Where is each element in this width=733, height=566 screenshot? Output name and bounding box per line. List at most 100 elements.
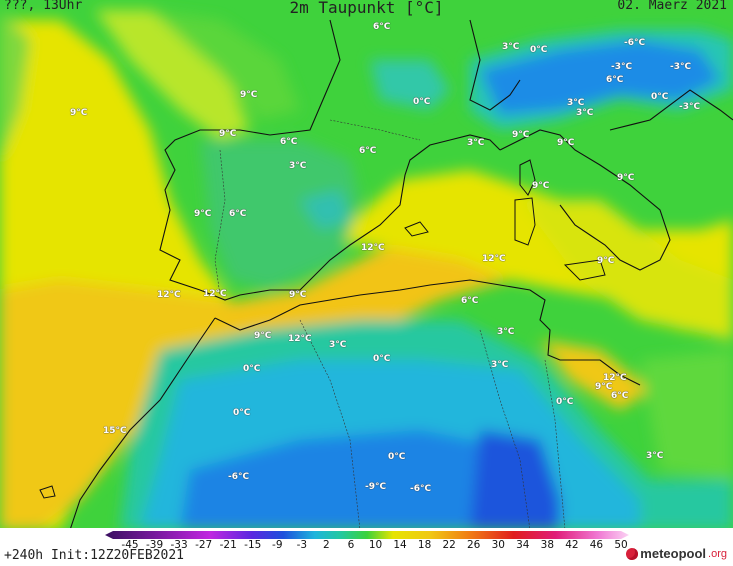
scale-tick-label: 18	[417, 539, 432, 551]
borders	[214, 119, 566, 531]
temp-label: 3°C	[646, 451, 664, 461]
scale-tick-label: -9	[272, 539, 283, 551]
atlantic-teal-strip	[0, 10, 30, 160]
sardinia	[514, 197, 536, 246]
temp-label: 12°C	[157, 290, 181, 300]
scale-tick-label: 14	[393, 539, 407, 551]
temp-label: 6°C	[229, 209, 247, 219]
iberia-cool-patch	[300, 190, 350, 230]
temp-label: 9°C	[512, 130, 530, 140]
temp-label: 12°C	[288, 334, 312, 344]
warm-libya	[540, 340, 650, 410]
scale-tick-label: -39	[145, 539, 164, 551]
temp-label: 12°C	[603, 373, 627, 383]
temp-label: 0°C	[530, 45, 548, 55]
scale-tick-label: -21	[219, 539, 237, 551]
scale-tick-label: -15	[244, 539, 262, 551]
temp-label: -6°C	[624, 38, 646, 48]
temp-label: 3°C	[497, 327, 515, 337]
temp-label: 0°C	[373, 354, 391, 364]
atlantic-green-strip	[95, 10, 250, 140]
temp-label: 9°C	[254, 331, 272, 341]
color-scale-bar	[105, 531, 629, 539]
temp-label: 6°C	[461, 296, 479, 306]
temp-label: 9°C	[597, 256, 615, 266]
temp-label: 0°C	[413, 97, 431, 107]
temp-label: 3°C	[467, 138, 485, 148]
run-info: +240h Init:12Z20FEB2021	[4, 548, 185, 563]
temp-label: 9°C	[595, 382, 613, 392]
temp-label: 9°C	[557, 138, 575, 148]
temp-label: 9°C	[617, 173, 635, 183]
temp-label: -9°C	[365, 482, 387, 492]
temp-label: 9°C	[289, 290, 307, 300]
scale-tick-label: 34	[516, 539, 530, 551]
temp-label: 0°C	[651, 92, 669, 102]
scale-tick-label: 30	[491, 539, 505, 551]
temp-label: 3°C	[576, 108, 594, 118]
temp-label: 0°C	[556, 397, 574, 407]
scale-tick-label: 10	[368, 539, 383, 551]
logo-tld: .org	[708, 547, 727, 560]
africa-blue	[180, 430, 560, 530]
logo-icon	[626, 547, 639, 560]
iberia-interior	[200, 140, 360, 290]
temp-label: 9°C	[532, 181, 550, 191]
canaries	[39, 485, 56, 499]
temp-label: 0°C	[243, 364, 261, 374]
scale-tick-label: -3	[296, 539, 308, 551]
temp-label: 3°C	[502, 42, 520, 52]
sahara-se-green	[640, 350, 733, 480]
scale-tick-label: 2	[323, 539, 330, 551]
temp-label: 0°C	[388, 452, 406, 462]
scale-tick-label: -33	[170, 539, 188, 551]
temp-label: -6°C	[228, 472, 250, 482]
valid-date: 02. Maerz 2021	[617, 0, 727, 13]
atlantic-lime-strip	[150, 10, 300, 120]
temp-label: 6°C	[359, 146, 377, 156]
temp-label: 3°C	[329, 340, 347, 350]
logo-name: meteopool	[640, 546, 707, 561]
temp-label: -3°C	[679, 102, 701, 112]
temp-label: 15°C	[103, 426, 127, 436]
africa-deep-blue	[470, 430, 560, 530]
temp-label: 6°C	[280, 137, 298, 147]
scale-tick-label: 46	[589, 539, 604, 551]
temp-label: 9°C	[240, 90, 258, 100]
temp-label: -3°C	[670, 62, 692, 72]
temp-label: 12°C	[482, 254, 506, 264]
med-yellow-east	[520, 200, 733, 340]
scale-tick-label: 6	[347, 539, 355, 551]
scale-tick-label: 26	[467, 539, 481, 551]
temp-label: 6°C	[606, 75, 624, 85]
temp-label: 6°C	[611, 391, 629, 401]
coastlines	[69, 19, 733, 531]
pyrenees-cool	[370, 60, 450, 110]
temp-label: 12°C	[361, 243, 385, 253]
scale-tick-label: -27	[195, 539, 213, 551]
sicily	[563, 259, 606, 281]
scale-tick-label: 50	[614, 539, 628, 551]
mallorca	[404, 221, 429, 237]
temp-label: -3°C	[611, 62, 633, 72]
temp-label: 9°C	[194, 209, 212, 219]
meteopool-logo[interactable]: meteopool .org	[626, 546, 727, 561]
warm-tongue-med	[215, 240, 520, 350]
temp-label: 3°C	[289, 161, 307, 171]
temp-label: 9°C	[219, 129, 237, 139]
color-scale-ticks: -45 -39 -33 -27 -21 -15 -9 -3 2 6 10 14 18 22 26 30 34 38…	[100, 539, 640, 553]
temp-label: 3°C	[567, 98, 585, 108]
temp-label: 6°C	[373, 22, 391, 32]
corsica	[519, 159, 536, 196]
run-time-label: ???, 13Uhr	[4, 0, 83, 13]
islands	[39, 159, 606, 499]
temp-label: 0°C	[233, 408, 251, 418]
temp-label: 12°C	[203, 289, 227, 299]
scale-tick-label: -45	[121, 539, 139, 551]
temp-label: 3°C	[491, 360, 509, 370]
scale-tick-label: 38	[540, 539, 555, 551]
temp-label: 9°C	[70, 108, 88, 118]
scale-tick-label: 22	[442, 539, 456, 551]
warm-tongue-atlantic	[0, 280, 240, 530]
